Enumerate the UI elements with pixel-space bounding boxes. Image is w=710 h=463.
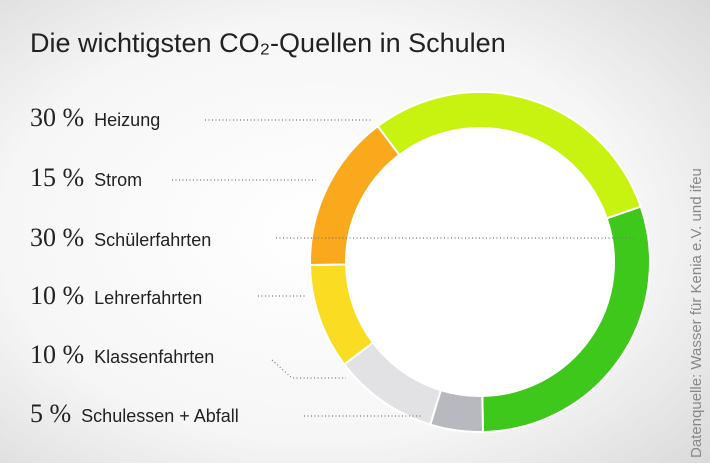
category-label: Strom [94, 170, 142, 190]
source: Datenquelle: Wasser für Kenia e.V. und i… [688, 168, 705, 458]
category-label: Schulessen + Abfall [81, 406, 239, 426]
donut-hole [347, 129, 613, 395]
value-label: 30 % [30, 103, 84, 132]
category-label: Lehrerfahrten [94, 288, 202, 308]
category-label: Heizung [94, 110, 160, 130]
chart-title: Die wichtigsten CO₂-Quellen in Schulen [30, 28, 506, 58]
donut-segment [309, 124, 401, 266]
value-label: 15 % [30, 163, 84, 192]
value-label: 10 % [30, 340, 84, 369]
value-label: 30 % [30, 223, 84, 252]
category-label: Schülerfahrten [94, 230, 211, 250]
value-label: 5 % [30, 399, 71, 428]
value-label: 10 % [30, 281, 84, 310]
category-label: Klassenfahrten [94, 347, 214, 367]
leader-lines [172, 119, 636, 417]
